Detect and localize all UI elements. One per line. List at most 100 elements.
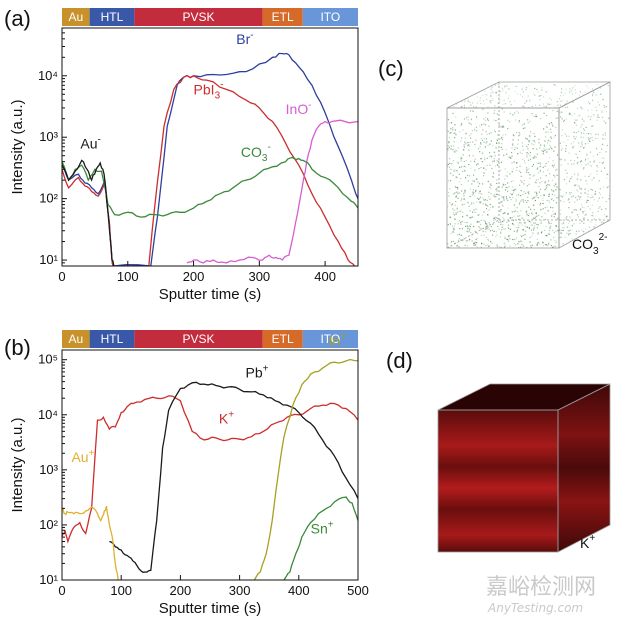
cube-c-dot: [498, 246, 500, 248]
cube-c-dot: [577, 190, 579, 192]
cube-c-dot: [529, 135, 531, 137]
cube-c-dot: [507, 213, 509, 215]
cube-c-dot: [491, 155, 493, 157]
cube-c-dot: [498, 228, 500, 230]
cube-c-dot: [519, 215, 521, 217]
cube-c-dot: [601, 88, 603, 90]
cube-c-dot: [539, 170, 541, 172]
cube-c-dot: [590, 165, 592, 167]
cube-c-dot: [558, 226, 559, 228]
cube-c-dot: [583, 128, 585, 130]
cube-c-dot: [493, 152, 495, 154]
watermark-en: AnyTesting.com: [487, 601, 583, 615]
cube-c-dot: [578, 130, 580, 132]
cube-c-dot: [605, 225, 607, 227]
cube-c-dot: [469, 134, 471, 137]
cube-c-dot: [509, 238, 511, 240]
layer-band-label-au: Au: [68, 10, 83, 24]
cube-c-dot: [533, 218, 535, 220]
series-annotation-au: Au-: [80, 135, 100, 152]
cube-c-dot: [470, 137, 472, 139]
cube-c-dot: [539, 188, 542, 190]
cube-c-dot: [521, 243, 523, 246]
cube-c-dot: [503, 111, 505, 113]
cube-c-dot: [488, 133, 490, 135]
cube-c-dot: [502, 205, 504, 207]
cube-c-dot: [545, 226, 547, 228]
cube-c-dot: [521, 142, 523, 144]
cube-c-dot: [515, 169, 518, 171]
cube-c-dot: [532, 148, 534, 150]
cube-c-dot: [467, 116, 469, 118]
x-tick-label: 300: [229, 583, 251, 598]
series-line-pbi: [62, 74, 356, 266]
cube-c-dot: [476, 246, 478, 248]
cube-c-dot: [540, 163, 542, 165]
cube-c-dot: [494, 110, 496, 112]
cube-c-dot: [486, 141, 488, 143]
cube-c-dot: [595, 98, 597, 100]
cube-c-dot: [587, 199, 589, 201]
cube-c-dot: [602, 138, 604, 140]
cube-c-dot: [528, 206, 530, 208]
cube-c-dot: [541, 181, 543, 183]
cube-c-dot: [455, 213, 457, 215]
cube-c-dot: [508, 95, 510, 97]
cube-c-dot: [487, 106, 489, 108]
cube-c-dot: [563, 141, 565, 143]
cube-c-dot: [509, 157, 512, 159]
cube-c-dot: [596, 119, 598, 121]
cube-c-dot: [529, 151, 531, 154]
cube-c-dot: [519, 195, 521, 197]
cube-c-dot: [581, 220, 583, 222]
cube-c-dot: [522, 193, 524, 196]
cube-c-dot: [542, 171, 544, 173]
cube-c-dot: [539, 243, 541, 245]
cube-c-dot: [463, 238, 465, 240]
cube-c-dot: [493, 119, 495, 121]
cube-c-dot: [596, 165, 598, 167]
panel-label-a: (a): [4, 6, 31, 31]
cube-c-dot: [512, 134, 514, 136]
cube-c-dot: [447, 148, 449, 151]
cube-c-dot: [553, 174, 555, 176]
cube-c-dot: [597, 167, 599, 169]
cube-c-dot: [591, 189, 593, 191]
cube-c-dot: [542, 150, 544, 152]
cube-c-dot: [452, 230, 454, 232]
cube-c-dot: [503, 242, 505, 244]
cube-c-dot: [525, 213, 528, 215]
x-tick-label: 0: [58, 583, 65, 598]
cube-c-dot: [574, 105, 576, 108]
cube-c-dot: [494, 155, 496, 157]
cube-c-dot: [599, 193, 601, 195]
cube-c-dot: [559, 104, 561, 106]
cube-c-dot: [587, 105, 589, 107]
series-line-in: [253, 358, 358, 580]
cube-c-dot: [532, 217, 534, 219]
cube-c-dot: [531, 198, 534, 200]
cube-c-dot: [490, 226, 492, 228]
cube-c-dot: [537, 167, 539, 169]
cube-c-dot: [464, 100, 466, 102]
cube-c-dot: [576, 107, 578, 109]
cube-c-dot: [548, 221, 550, 223]
cube-c-dot: [524, 225, 526, 227]
cube-c-dot: [540, 118, 542, 120]
cube-c-dot: [533, 222, 535, 224]
cube-c-dot: [451, 94, 453, 96]
cube-c-dot: [462, 129, 464, 131]
cube-c-dot: [573, 145, 575, 147]
cube-c-dot: [454, 204, 456, 206]
cube-c-dot: [478, 226, 480, 228]
cube-c-dot: [452, 160, 454, 162]
cube-c-dot: [555, 117, 557, 119]
cube-c-dot: [487, 239, 490, 242]
cube-c-dot: [467, 202, 469, 204]
cube-c-label: CO32-: [572, 232, 607, 257]
cube-c-dot: [451, 203, 454, 205]
cube-c-dot: [608, 104, 610, 107]
cube-c-dot: [538, 91, 540, 93]
cube-c-dot: [600, 170, 603, 172]
cube-c-dot: [456, 234, 458, 236]
